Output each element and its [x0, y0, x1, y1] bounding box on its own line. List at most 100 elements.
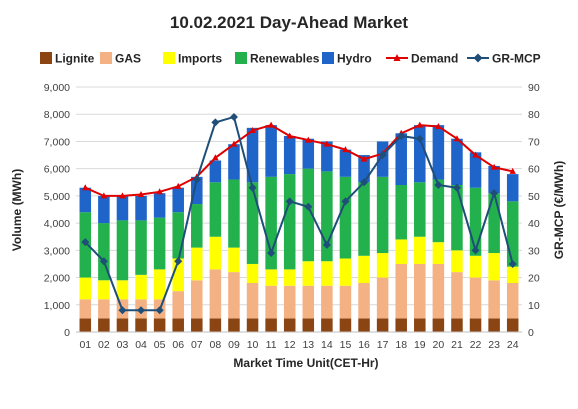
point-demand: [453, 135, 461, 142]
bar-gas: [246, 283, 259, 319]
bar-renewables: [506, 201, 519, 267]
legend-label-gas: GAS: [115, 52, 141, 66]
point-demand: [212, 154, 219, 161]
y2-tick-label: 40: [528, 218, 540, 230]
y2-tick-label: 70: [528, 136, 540, 148]
bar-hydro: [339, 149, 352, 177]
point-gr-mcp: [397, 132, 406, 140]
bar-hydro: [153, 193, 166, 218]
y-tick-label: 5,000: [44, 191, 70, 203]
line-series: [81, 112, 517, 315]
bar-renewables: [135, 220, 147, 275]
line-gr-mcp: [84, 115, 514, 312]
bar-renewables: [432, 179, 445, 243]
bar-hydro: [79, 187, 92, 213]
point-demand: [137, 191, 145, 198]
bar-imports: [339, 258, 352, 286]
point-gr-mcp: [508, 259, 517, 268]
x-tick-label: 18: [395, 339, 407, 351]
bar-imports: [116, 280, 129, 300]
bar-imports: [246, 263, 259, 283]
bar-lignite: [506, 318, 519, 332]
bar-hydro: [302, 138, 315, 169]
point-gr-mcp: [471, 246, 480, 255]
bar-imports: [506, 266, 519, 283]
bar-gas: [488, 280, 500, 319]
x-tick-label: 02: [98, 339, 110, 351]
x-axis-label: Market Time Unit(CET-Hr): [233, 356, 378, 370]
y2-tick-label: 50: [528, 191, 540, 203]
bar-renewables: [153, 217, 166, 270]
bar-imports: [98, 280, 110, 300]
legend-swatch-gas: [100, 52, 112, 64]
bar-renewables: [98, 223, 110, 281]
bar-renewables: [469, 187, 482, 256]
bar-gas: [265, 285, 277, 319]
point-gr-mcp: [248, 183, 257, 192]
point-demand: [249, 127, 256, 134]
gridlines: [76, 86, 522, 333]
legend: Lignite GAS Imports Renewables Hydro Demand GR…: [40, 52, 541, 66]
bar-lignite: [469, 318, 482, 332]
legend-label-lignite: Lignite: [55, 52, 95, 66]
bar-imports: [414, 236, 426, 264]
bar-hydro: [265, 125, 277, 177]
point-demand: [435, 122, 442, 129]
bar-renewables: [283, 174, 296, 270]
bar-renewables: [246, 182, 259, 264]
bar-lignite: [302, 318, 315, 332]
bar-gas: [339, 285, 352, 319]
bar-gas: [358, 283, 370, 319]
point-demand: [305, 136, 312, 143]
x-tick-label: 03: [117, 339, 129, 351]
bar-hydro: [451, 138, 463, 185]
bar-hydro: [172, 187, 184, 213]
point-gr-mcp: [81, 238, 90, 247]
y-tick-label: 6,000: [44, 164, 70, 176]
bar-gas: [228, 272, 240, 319]
x-tick-label: 08: [210, 339, 222, 351]
legend-label-gr-mcp: GR-MCP: [492, 52, 541, 66]
x-tick-label: 21: [451, 339, 463, 351]
point-demand: [416, 121, 423, 128]
y-tick-label: 4,000: [44, 218, 70, 230]
legend-marker-gr-mcp: [473, 53, 483, 63]
legend-swatch-imports: [163, 52, 175, 64]
bar-imports: [376, 253, 389, 278]
bar-renewables: [488, 193, 500, 254]
bar-hydro: [246, 127, 259, 183]
bar-imports: [451, 250, 463, 273]
point-demand: [323, 140, 331, 147]
point-gr-mcp: [322, 240, 331, 249]
x-tick-label: 20: [433, 339, 445, 351]
bar-gas: [283, 285, 296, 319]
line-demand: [84, 124, 513, 197]
bar-lignite: [172, 318, 184, 332]
x-tick-label: 04: [135, 339, 147, 351]
legend-label-renewables: Renewables: [250, 52, 320, 66]
bar-lignite: [395, 318, 407, 332]
y2-tick-label: 60: [528, 164, 540, 176]
bar-hydro: [432, 125, 445, 180]
bar-hydro: [506, 174, 519, 202]
bar-hydro: [283, 136, 296, 175]
bar-lignite: [488, 318, 500, 332]
point-gr-mcp: [360, 178, 369, 187]
bar-imports: [321, 261, 333, 286]
y2-tick-label: 30: [528, 245, 540, 257]
x-tick-label: 15: [340, 339, 352, 351]
bar-renewables: [451, 185, 463, 251]
legend-marker-demand: [393, 54, 401, 61]
bar-gas: [376, 277, 389, 319]
bar-imports: [79, 277, 92, 300]
bar-lignite: [135, 318, 147, 332]
point-demand: [286, 132, 293, 139]
point-demand: [100, 192, 108, 199]
bar-renewables: [358, 182, 370, 256]
point-gr-mcp: [211, 118, 220, 127]
point-gr-mcp: [267, 249, 276, 258]
point-gr-mcp: [490, 189, 499, 198]
bar-imports: [209, 236, 222, 270]
point-gr-mcp: [118, 306, 127, 315]
